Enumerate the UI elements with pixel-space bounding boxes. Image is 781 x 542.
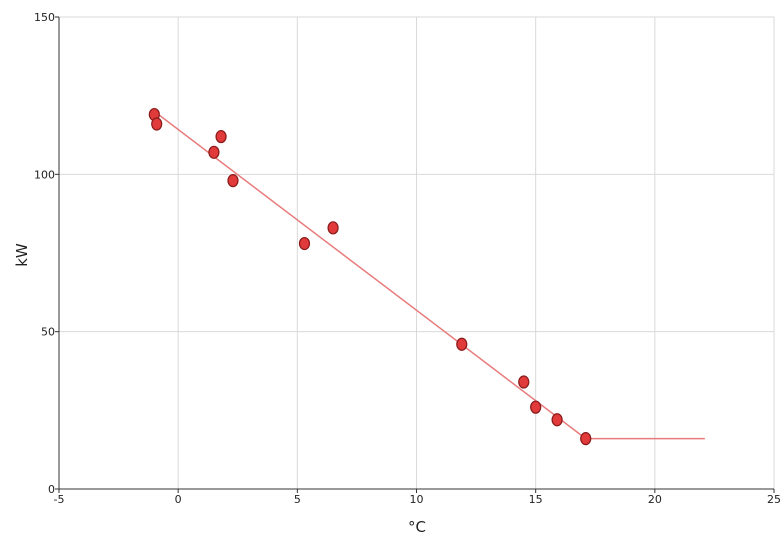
- axes: [55, 16, 775, 493]
- y-axis-title: kW: [13, 243, 31, 267]
- data-point: [151, 117, 163, 131]
- data-point: [227, 174, 239, 188]
- data-point: [298, 236, 311, 251]
- data-point: [208, 145, 220, 159]
- x-tick-label: 15: [529, 493, 543, 506]
- fit-line-group: [153, 110, 705, 440]
- data-point: [551, 413, 563, 427]
- data-point: [215, 129, 227, 144]
- x-tick-label: 20: [648, 493, 662, 506]
- grid-lines: [59, 16, 775, 489]
- x-tick-label: 0: [175, 493, 182, 506]
- y-tick-label: 100: [34, 168, 55, 181]
- x-axis-title: °C: [408, 518, 426, 536]
- x-tick-label: -5: [54, 493, 65, 506]
- y-tick-label: 50: [41, 326, 55, 339]
- fit-line: [153, 110, 705, 440]
- data-point: [327, 221, 339, 235]
- data-points: [148, 107, 592, 446]
- x-tick-label: 5: [294, 493, 301, 506]
- data-point: [456, 337, 468, 351]
- y-tick-label: 0: [48, 483, 55, 496]
- x-tick-label: 10: [410, 493, 424, 506]
- x-tick-label: 25: [767, 493, 781, 506]
- data-point: [530, 400, 542, 414]
- y-tick-label: 150: [34, 11, 55, 24]
- data-point: [580, 432, 592, 446]
- data-point: [518, 375, 530, 389]
